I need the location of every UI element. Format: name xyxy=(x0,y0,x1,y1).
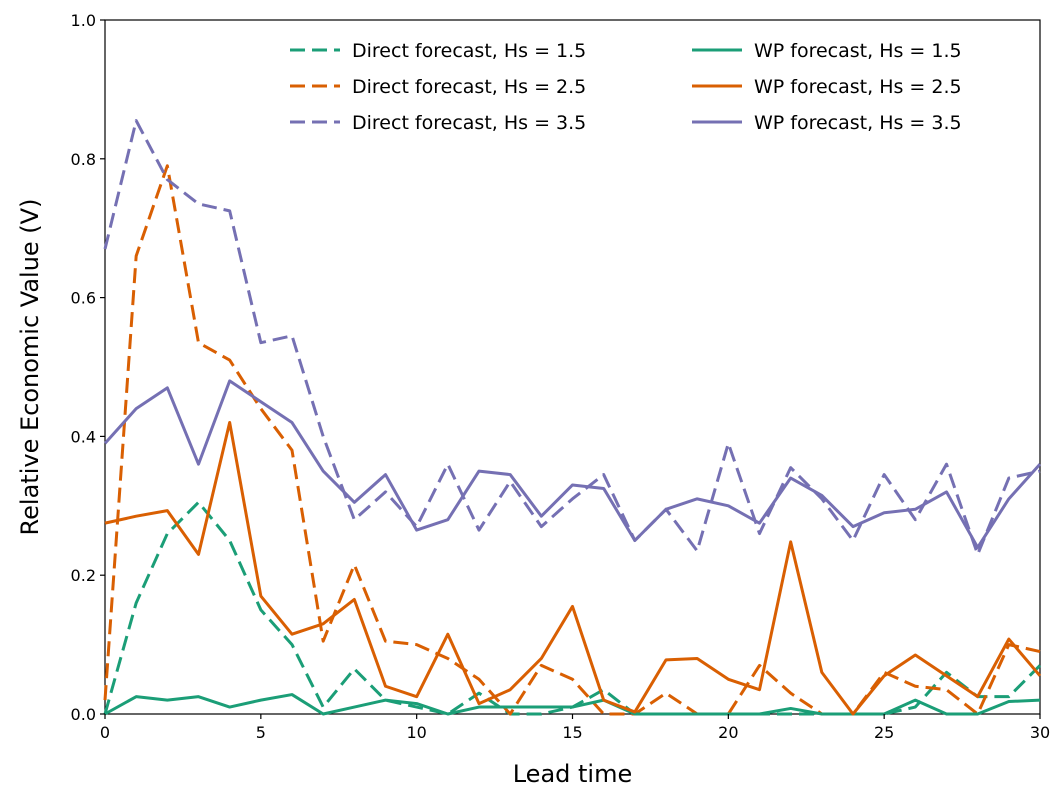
x-tick-label: 0 xyxy=(100,723,110,742)
x-axis-label: Lead time xyxy=(513,760,633,787)
y-axis-label: Relative Economic Value (V) xyxy=(16,199,44,536)
y-tick-label: 1.0 xyxy=(71,11,96,30)
legend-label: WP forecast, Hs = 1.5 xyxy=(754,40,962,62)
legend-label: WP forecast, Hs = 3.5 xyxy=(754,112,962,134)
y-tick-label: 0.2 xyxy=(71,566,96,585)
series-line-1 xyxy=(103,164,1041,716)
y-tick-label: 0.6 xyxy=(71,289,96,308)
series-line-2 xyxy=(103,119,1041,556)
legend-label: Direct forecast, Hs = 1.5 xyxy=(352,40,586,62)
series-line-5 xyxy=(103,379,1042,549)
legend-label: Direct forecast, Hs = 3.5 xyxy=(352,112,586,134)
legend-label: WP forecast, Hs = 2.5 xyxy=(754,76,962,98)
y-tick-label: 0.0 xyxy=(71,705,96,724)
x-tick-label: 5 xyxy=(256,723,266,742)
legend-label: Direct forecast, Hs = 2.5 xyxy=(352,76,586,98)
y-axis-ticks: 0.0 0.2 0.4 0.6 0.8 1.0 xyxy=(71,11,105,724)
x-tick-label: 15 xyxy=(562,723,582,742)
y-tick-label: 0.8 xyxy=(71,150,96,169)
x-tick-label: 20 xyxy=(718,723,738,742)
legend: Direct forecast, Hs = 1.5 Direct forecast… xyxy=(290,40,962,134)
series-line-4 xyxy=(104,421,1042,716)
x-tick-label: 10 xyxy=(406,723,426,742)
series-layer xyxy=(103,119,1042,716)
x-tick-label: 30 xyxy=(1030,723,1050,742)
y-tick-label: 0.4 xyxy=(71,427,96,446)
x-axis-ticks: 0 5 10 15 20 25 30 xyxy=(100,714,1050,742)
x-tick-label: 25 xyxy=(874,723,894,742)
